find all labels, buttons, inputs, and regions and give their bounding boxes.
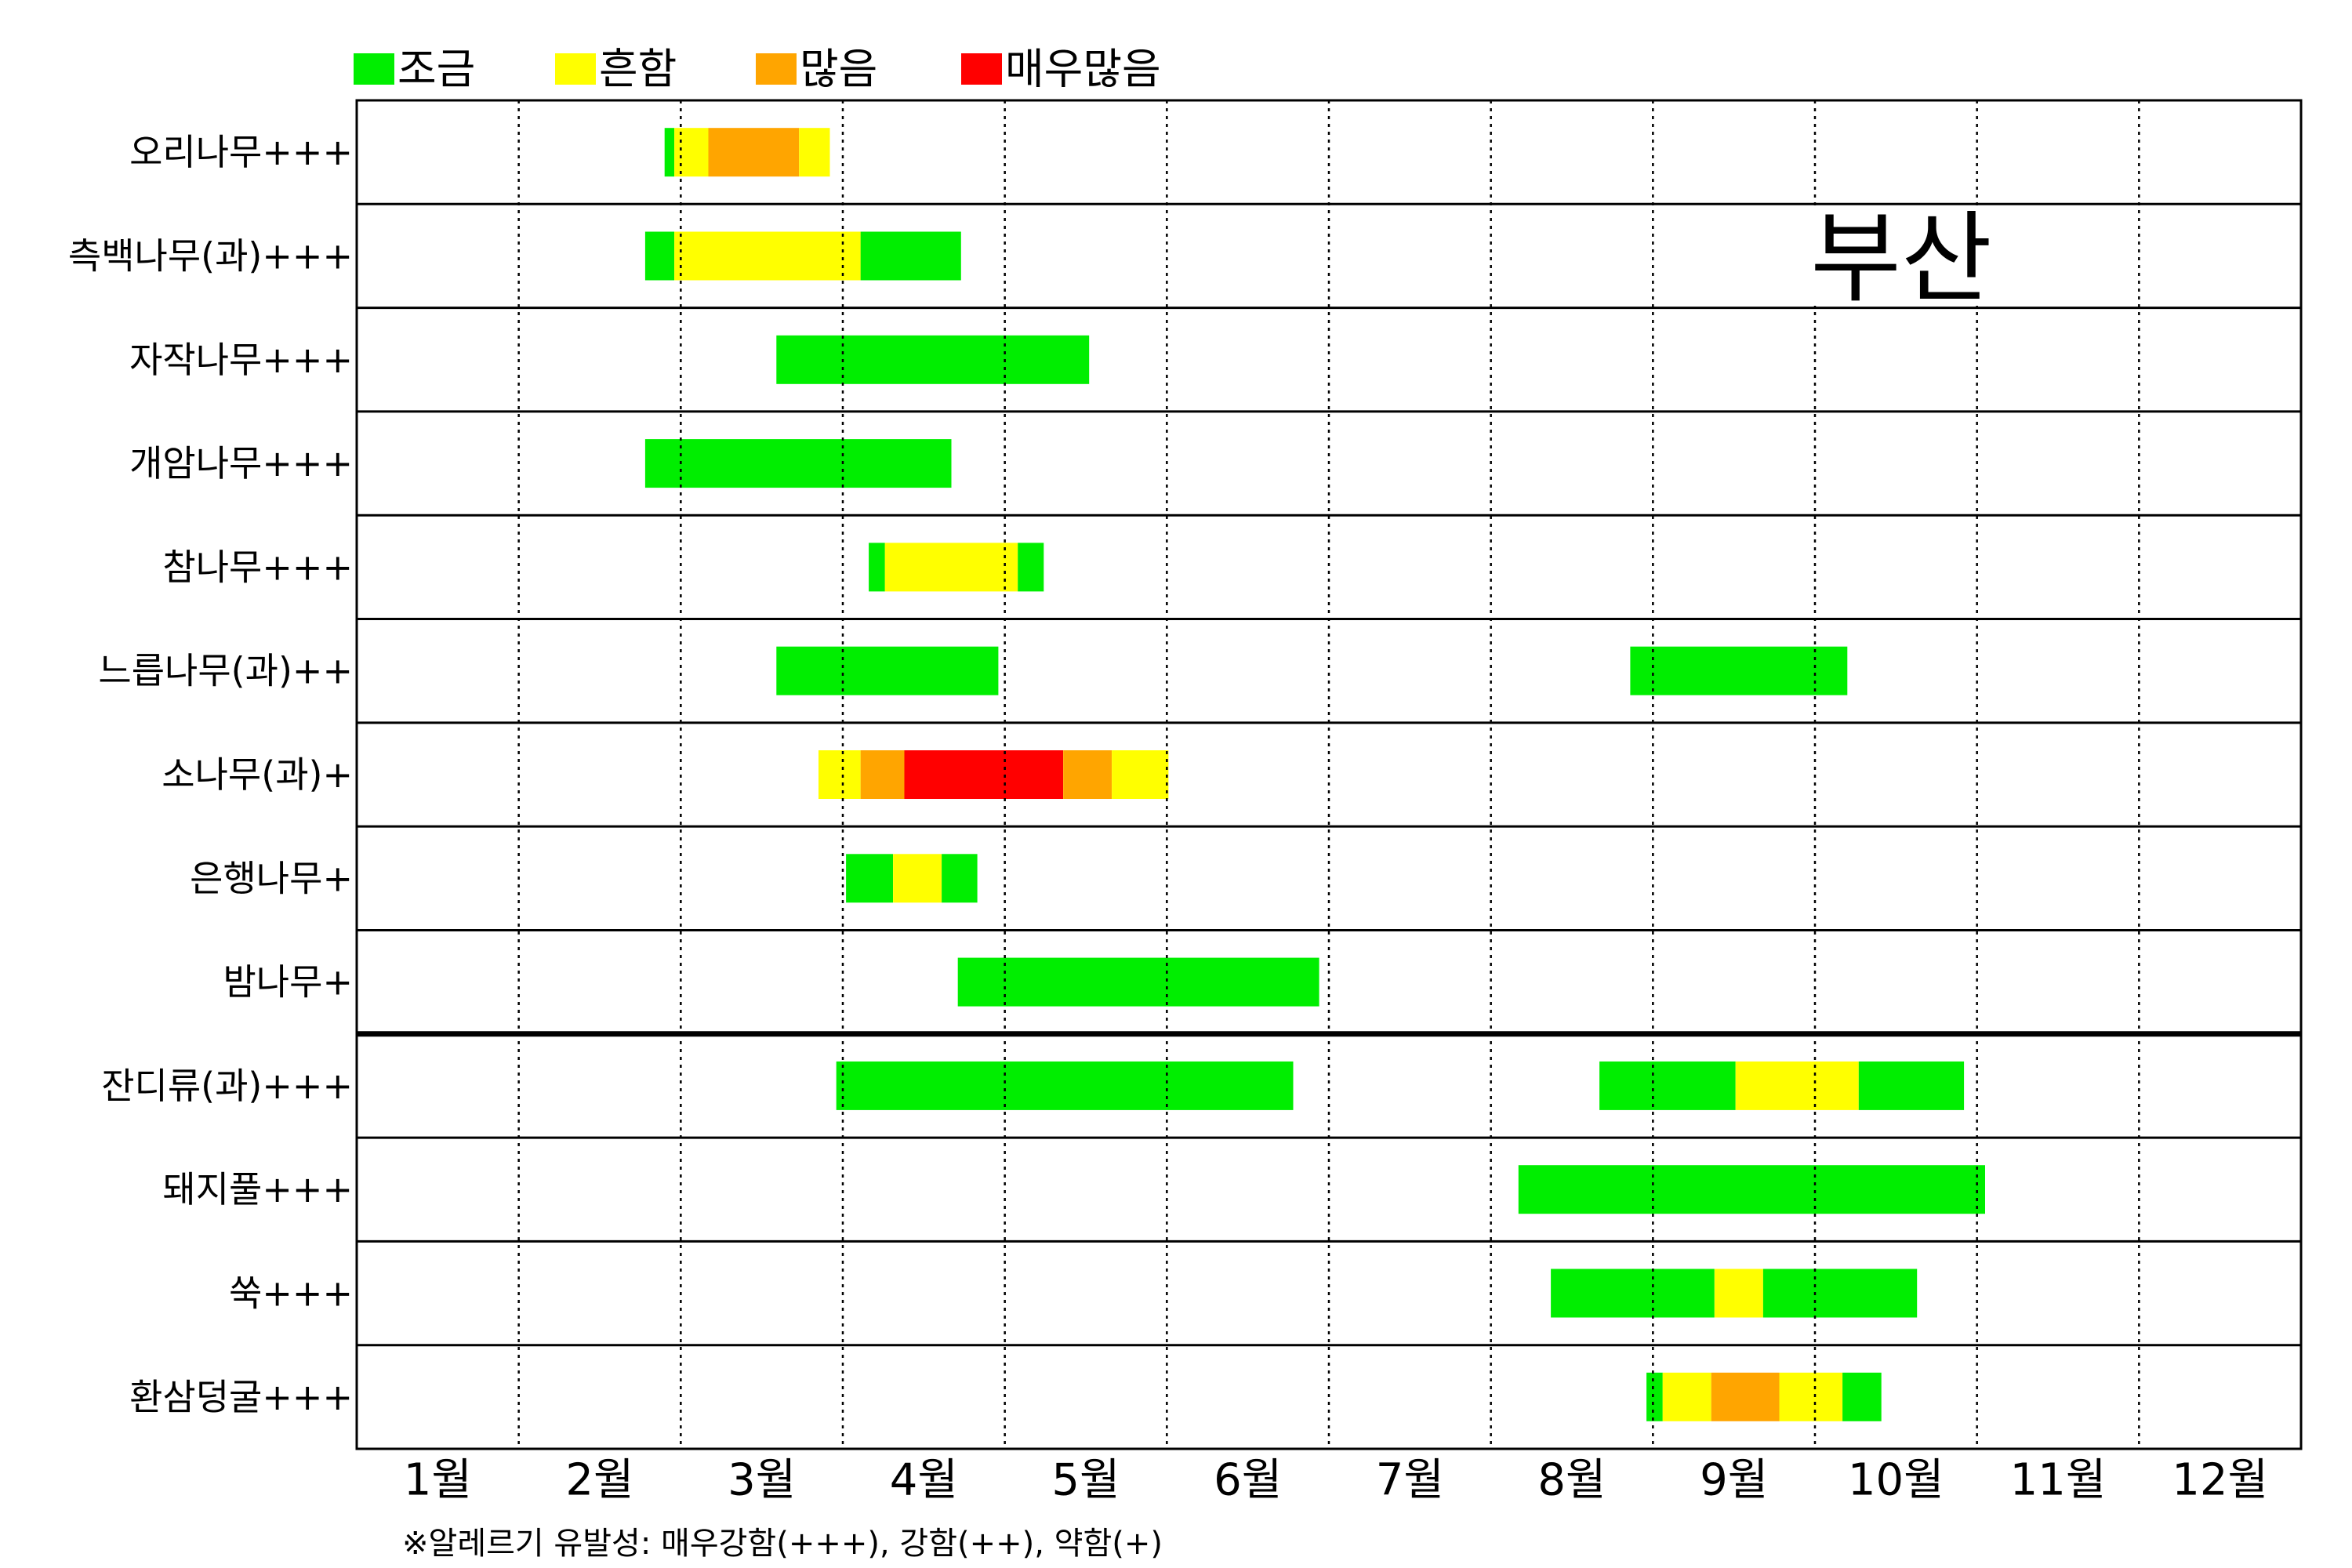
chart-title: 부산 — [1810, 201, 1992, 317]
legend-label-common: 흔함 — [599, 45, 677, 94]
legend-swatch-common — [555, 53, 596, 85]
bar-segment-low — [1518, 1165, 1985, 1214]
bar-segment-common — [1662, 1372, 1711, 1421]
bar-segment-low — [836, 1061, 1294, 1110]
bar-segment-low — [957, 957, 1319, 1007]
bar-segment-low — [860, 231, 961, 281]
bar-segment-common — [884, 543, 1018, 592]
row-label: 소나무(과)+ — [162, 753, 353, 796]
plot-frame — [355, 99, 2303, 1450]
month-label: 12월 — [2172, 1455, 2268, 1506]
bar-segment-common — [674, 128, 709, 177]
legend-swatch-very_high — [961, 53, 1002, 85]
row-labels: 오리나무+++ 측백나무(과)+++ 자작나무+++ 개암나무+++ 참나무+++ 느릅나… — [68, 131, 353, 1418]
month-labels: 1월 2월 3월 4월 5월 6월 7월 8월 9월 10월 11월 12월 — [404, 1455, 2268, 1506]
month-label: 11월 — [2010, 1455, 2107, 1506]
footnote: ※알레르기 유발성: 매우강함(+++), 강함(++), 약함(+) — [402, 1526, 1163, 1562]
bar-segment-low — [776, 335, 1090, 384]
bar-segment-high — [708, 128, 800, 177]
bar-segment-low — [1762, 1269, 1918, 1318]
bar-segment-low — [1842, 1372, 1882, 1421]
month-label: 9월 — [1700, 1455, 1768, 1506]
title-background — [1768, 208, 2034, 306]
legend: 조금 흔함 많음 매우많음 — [354, 45, 1161, 94]
month-label: 10월 — [1848, 1455, 1944, 1506]
row-label: 참나무+++ — [162, 546, 353, 588]
month-label: 6월 — [1214, 1455, 1282, 1506]
row-label: 잔디류(과)+++ — [101, 1065, 353, 1107]
legend-label-high: 많음 — [800, 45, 877, 94]
bar-segment-common — [674, 231, 861, 281]
row-label: 밤나무+ — [223, 961, 353, 1004]
bar-segment-low — [1551, 1269, 1715, 1318]
month-label: 2월 — [565, 1455, 633, 1506]
row-label: 오리나무+++ — [129, 131, 353, 173]
row-label: 환삼덩굴+++ — [129, 1376, 353, 1418]
month-label: 5월 — [1051, 1455, 1120, 1506]
bar-segment-high — [1063, 750, 1112, 799]
legend-swatch-high — [756, 53, 797, 85]
bar-segment-low — [664, 128, 675, 177]
bar-segment-high — [1711, 1372, 1780, 1421]
bar-segment-low — [644, 439, 952, 488]
bar-segment-very_high — [904, 750, 1063, 799]
row-label: 쑥+++ — [229, 1272, 353, 1315]
bar-segment-low — [942, 854, 978, 903]
bar-segment-low — [776, 646, 999, 695]
bar-segment-low — [846, 854, 893, 903]
row-label: 느릅나무(과)++ — [98, 650, 353, 692]
bar-segment-common — [1735, 1061, 1859, 1110]
row-label: 측백나무(과)+++ — [68, 234, 353, 277]
row-label: 돼지풀+++ — [162, 1168, 353, 1210]
row-label: 개암나무+++ — [129, 442, 353, 485]
bar-segment-low — [1599, 1061, 1736, 1110]
bar-segment-common — [799, 128, 830, 177]
month-label: 4월 — [890, 1455, 958, 1506]
bar-segment-common — [1714, 1269, 1763, 1318]
title-box: 부산 — [1768, 201, 2034, 317]
bar-segment-low — [1858, 1061, 1965, 1110]
month-label: 7월 — [1376, 1455, 1444, 1506]
bar-segment-low — [644, 231, 675, 281]
grid-layer — [357, 100, 2301, 1449]
month-label: 8월 — [1537, 1455, 1606, 1506]
bar-segment-low — [1630, 646, 1848, 695]
bar-segment-low — [1018, 543, 1044, 592]
bar-segment-low — [869, 543, 885, 592]
bar-segment-common — [818, 750, 861, 799]
bar-segment-common — [893, 854, 942, 903]
bars-layer — [644, 128, 1985, 1421]
row-label: 은행나무+ — [190, 857, 353, 899]
plot-border — [355, 99, 2303, 1450]
bar-segment-high — [860, 750, 905, 799]
row-label: 자작나무+++ — [129, 339, 353, 381]
bar-segment-low — [1646, 1372, 1663, 1421]
month-label: 1월 — [404, 1455, 472, 1506]
month-label: 3월 — [728, 1455, 796, 1506]
bar-segment-common — [1779, 1372, 1843, 1421]
bar-segment-common — [1112, 750, 1169, 799]
legend-label-very_high: 매우많음 — [1005, 45, 1161, 94]
legend-label-low: 조금 — [397, 45, 475, 94]
legend-swatch-low — [354, 53, 394, 85]
